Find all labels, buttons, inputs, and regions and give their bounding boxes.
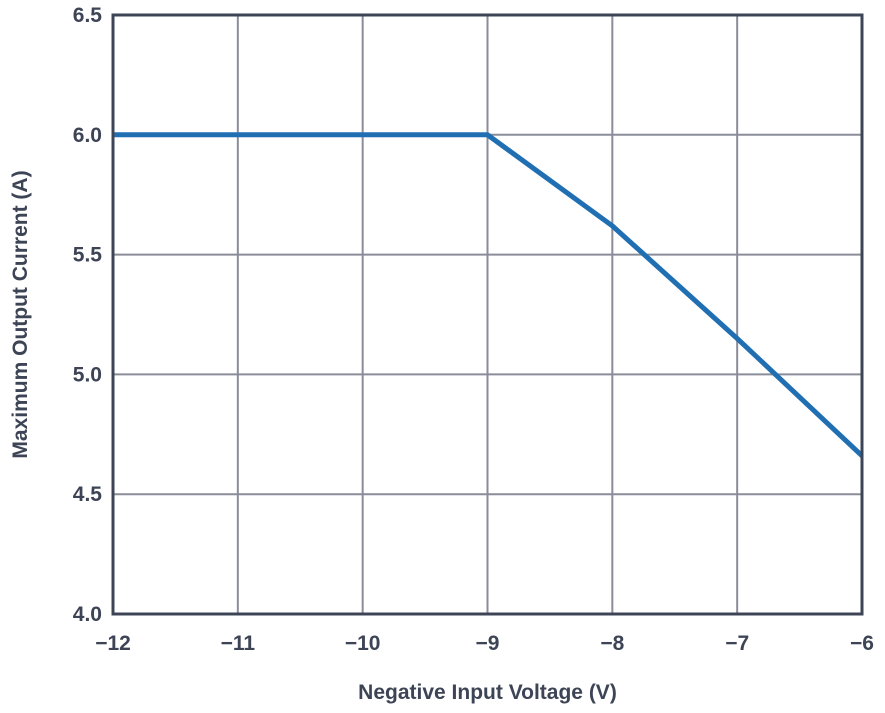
- y-tick-label: 6.5: [73, 4, 103, 27]
- y-tick-label: 4.0: [73, 603, 102, 626]
- y-axis-title: Maximum Output Current (A): [9, 170, 32, 458]
- x-axis-title: Negative Input Voltage (V): [358, 681, 617, 704]
- x-tick-label: −8: [600, 632, 624, 655]
- y-tick-label: 5.5: [73, 244, 103, 267]
- y-axis-tick-labels: 4.0 4.5 5.0 5.5 6.0 6.5: [73, 4, 103, 626]
- plot-frame: [111, 13, 864, 616]
- x-tick-label: −6: [850, 632, 874, 655]
- data-series: [113, 132, 864, 458]
- y-tick-label: 4.5: [73, 483, 103, 506]
- y-tick-label: 5.0: [73, 363, 102, 386]
- x-tick-label: −11: [221, 632, 256, 655]
- series-line: [113, 132, 864, 458]
- x-tick-label: −10: [345, 632, 381, 655]
- x-tick-label: −12: [95, 632, 131, 655]
- grid-lines: [112, 14, 863, 615]
- x-tick-label: −9: [476, 632, 500, 655]
- y-tick-label: 6.0: [73, 124, 102, 147]
- x-tick-label: −7: [725, 632, 749, 655]
- x-axis-tick-labels: −12 −11 −10 −9 −8 −7 −6: [95, 632, 874, 655]
